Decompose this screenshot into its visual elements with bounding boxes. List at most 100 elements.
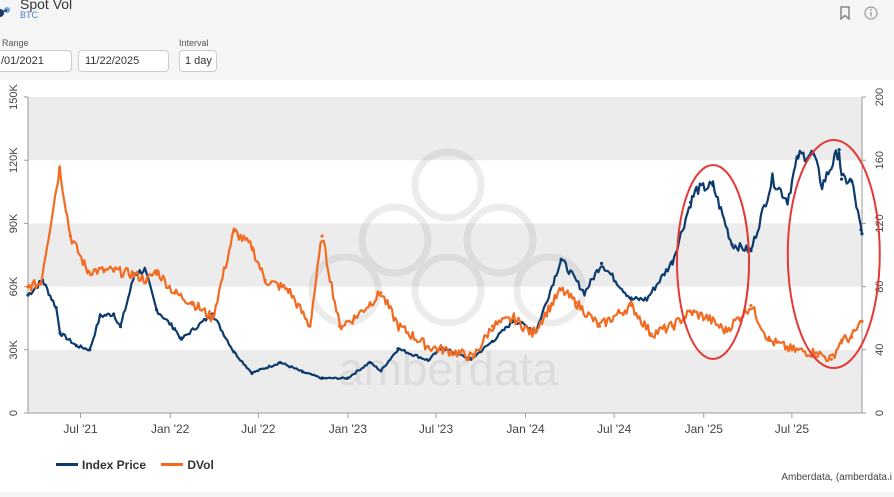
index-price-point [837,148,841,152]
index-price-point [645,297,649,301]
index-price-point [154,308,159,312]
header-bar: Spot Vol BTC [0,0,894,30]
index-price-point [74,343,78,348]
index-price-point [770,177,775,181]
dvol-point [860,319,864,323]
index-price-point [379,369,383,373]
legend-index-price[interactable]: Index Price [56,458,146,472]
y-left-tick-label: 150K [8,83,20,109]
dvol-point [629,303,633,308]
legend-index-price-swatch [56,463,78,466]
chart-panel: amberdata 0 30K 60K 90K 120K 150K 0 40 80 120 160 2… [0,80,894,492]
dvol-point [154,269,159,273]
dvol-point [749,303,753,308]
index-price-point [730,242,734,247]
chart-legend: Index Price DVol [56,455,226,472]
index-price-point [112,312,116,316]
dvol-point [671,324,675,328]
dvol-point [379,291,383,295]
index-price-point [796,154,800,158]
dvol-point [767,338,771,342]
index-price-point [26,293,30,297]
legend-dvol-label: DVol [187,457,214,472]
index-price-point [582,291,587,295]
legend-dvol-swatch [161,463,184,466]
y-right-tick-label: 80 [874,280,886,292]
y-right-tick-label: 160 [874,151,886,169]
dvol-point [85,269,89,273]
end-date-input[interactable]: 11/22/2025 [78,50,169,72]
y-right-tick-label: 40 [874,344,886,356]
dvol-point [574,300,578,304]
index-price-point [300,370,305,374]
dvol-point [190,300,194,304]
dvol-point [250,245,254,249]
y-left-tick-label: 90K [8,213,20,233]
dvol-point [396,324,401,328]
index-price-point [143,268,147,272]
x-tick-label: Jan '23 [329,422,368,436]
dvol-point [39,281,43,286]
dvol-point [145,278,149,282]
dvol-point [724,329,728,333]
start-date-input[interactable]: /01/2021 [0,50,72,72]
amberdata-logo-icon [0,7,10,17]
dvol-point [649,332,653,336]
index-price-point [859,228,863,232]
index-price-point [860,232,864,236]
index-price-point [749,249,753,253]
dvol-point [790,348,794,352]
dvol-point [559,288,563,292]
spot-vol-chart: amberdata 030K60K90K120K150K040801201602… [8,83,886,436]
bookmark-icon[interactable] [838,6,852,20]
dvol-point [26,285,30,289]
index-price-point [368,360,372,365]
x-tick-label: Jan '25 [685,422,724,436]
dvol-point [172,291,177,295]
x-tick-label: Jul '21 [63,422,98,436]
index-price-point [490,339,495,343]
y-left-tick-label: 30K [8,339,20,359]
index-price-point [278,360,282,365]
index-price-point [629,297,633,301]
series-line-dvol [27,165,863,363]
dvol-point [814,351,818,355]
dvol-point [286,288,291,292]
y-right-tick-label: 0 [874,410,886,416]
dvol-point [850,335,854,339]
annotation-ellipse [676,164,751,360]
dvol-point [68,234,72,238]
y-left-tick-label: 120K [8,147,20,173]
index-price-point [179,337,183,341]
dvol-point [689,310,693,314]
index-price-point [172,327,177,331]
index-price-point [250,371,254,375]
dvol-point [232,229,236,233]
dvol-point [426,345,430,349]
dvol-point [263,278,267,282]
index-price-point [345,376,349,380]
range-label: Range [2,38,29,48]
dvol-point [490,324,495,328]
x-tick-label: Jan '22 [151,422,190,436]
x-tick-label: Jul '22 [241,422,276,436]
dvol-point [337,324,342,328]
index-price-point [599,261,604,266]
index-price-point [850,179,854,183]
legend-index-price-label: Index Price [82,457,147,472]
info-icon[interactable] [864,6,878,20]
index-price-point [694,188,699,192]
interval-label: Interval [179,38,209,48]
grid-band [28,349,862,413]
dvol-point [706,316,710,320]
grid-band [28,97,862,161]
dvol-point [471,356,475,360]
chart-title: Spot Vol [20,0,73,12]
legend-dvol[interactable]: DVol [161,457,214,472]
y-right-tick-label: 120 [874,214,886,232]
index-price-point [426,358,430,362]
index-price-point [54,306,58,310]
dvol-point [829,357,833,361]
interval-select[interactable]: 1 day [179,50,217,72]
x-tick-label: Jul '25 [775,422,810,436]
